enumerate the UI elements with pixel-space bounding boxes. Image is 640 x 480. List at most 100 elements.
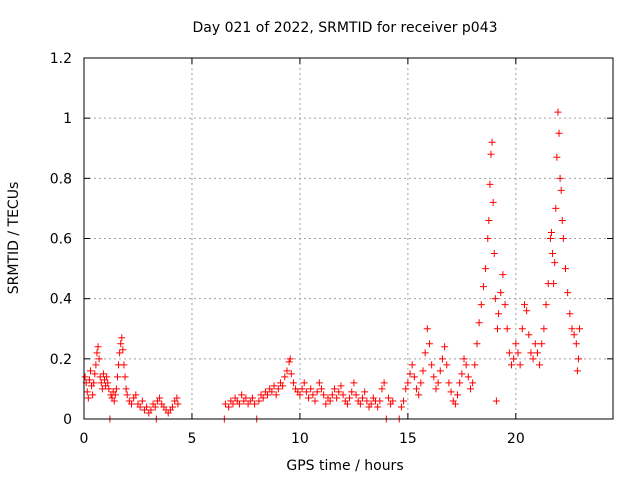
data-point bbox=[445, 379, 453, 387]
data-point bbox=[315, 379, 323, 387]
data-point bbox=[454, 391, 462, 399]
y-axis-label: SRMTID / TECUs bbox=[6, 182, 22, 295]
data-point bbox=[376, 397, 384, 405]
data-point bbox=[527, 349, 535, 357]
data-point bbox=[495, 310, 503, 318]
data-point bbox=[248, 394, 256, 402]
data-point bbox=[138, 397, 146, 405]
y-tick-label: 0.2 bbox=[50, 352, 72, 368]
data-point bbox=[111, 391, 119, 399]
data-point bbox=[491, 295, 499, 303]
data-point bbox=[229, 400, 237, 408]
data-point bbox=[531, 340, 539, 348]
data-point bbox=[576, 325, 584, 333]
data-point bbox=[434, 379, 442, 387]
data-point bbox=[384, 394, 392, 402]
data-point bbox=[238, 391, 246, 399]
x-axis-label: GPS time / hours bbox=[286, 458, 403, 474]
data-point bbox=[438, 355, 446, 363]
data-point bbox=[122, 385, 130, 393]
data-point bbox=[359, 394, 367, 402]
data-point bbox=[128, 400, 136, 408]
y-tick-label: 0.8 bbox=[50, 171, 72, 187]
data-point bbox=[550, 280, 558, 288]
data-point bbox=[326, 397, 334, 405]
data-point bbox=[259, 394, 267, 402]
data-point bbox=[367, 400, 375, 408]
data-point bbox=[103, 373, 111, 381]
data-point bbox=[274, 385, 282, 393]
data-point bbox=[380, 379, 388, 387]
data-point bbox=[333, 394, 341, 402]
data-point bbox=[307, 385, 315, 393]
data-point bbox=[339, 391, 347, 399]
data-point bbox=[520, 301, 528, 309]
data-point bbox=[287, 370, 295, 378]
data-point bbox=[482, 265, 490, 273]
data-point bbox=[94, 343, 102, 351]
data-point bbox=[97, 379, 105, 387]
data-point bbox=[413, 385, 421, 393]
data-point bbox=[221, 400, 229, 408]
y-tick-label: 0.4 bbox=[50, 292, 72, 308]
data-point bbox=[173, 394, 181, 402]
data-point bbox=[89, 391, 97, 399]
data-point bbox=[425, 340, 433, 348]
data-point bbox=[311, 397, 319, 405]
data-point bbox=[117, 340, 125, 348]
data-point bbox=[356, 400, 364, 408]
data-point bbox=[547, 228, 555, 236]
data-point bbox=[512, 340, 520, 348]
data-point bbox=[518, 325, 526, 333]
data-point bbox=[374, 403, 382, 411]
data-point bbox=[456, 379, 464, 387]
data-point bbox=[462, 361, 470, 369]
data-point bbox=[242, 394, 250, 402]
data-point bbox=[503, 325, 511, 333]
data-point bbox=[116, 349, 124, 357]
data-point bbox=[487, 150, 495, 158]
data-point bbox=[156, 394, 164, 402]
data-point bbox=[123, 391, 131, 399]
data-point bbox=[136, 403, 144, 411]
data-point bbox=[151, 403, 159, 411]
data-point bbox=[568, 325, 576, 333]
data-point bbox=[120, 361, 128, 369]
data-point bbox=[143, 403, 151, 411]
data-point bbox=[92, 361, 100, 369]
data-point bbox=[119, 346, 127, 354]
data-point bbox=[493, 325, 501, 333]
x-tick-label: 5 bbox=[187, 431, 196, 447]
axis-ticks bbox=[83, 57, 613, 420]
data-point bbox=[464, 373, 472, 381]
y-tick-label: 1 bbox=[63, 111, 72, 127]
grid bbox=[84, 58, 613, 419]
data-point bbox=[309, 391, 317, 399]
data-point bbox=[415, 391, 423, 399]
data-point bbox=[441, 343, 449, 351]
data-point bbox=[488, 138, 496, 146]
data-point bbox=[542, 301, 550, 309]
data-point bbox=[489, 198, 497, 206]
y-tick-label: 1.2 bbox=[50, 51, 72, 67]
data-point bbox=[90, 379, 98, 387]
tick-labels: 0 0.2 0.4 0.6 0.8 1 1.2 0 5 10 15 20 bbox=[50, 51, 525, 447]
chart-title: Day 021 of 2022, SRMTID for receiver p04… bbox=[192, 20, 497, 36]
data-point bbox=[397, 403, 405, 411]
data-point bbox=[432, 385, 440, 393]
data-point bbox=[289, 379, 297, 387]
data-point bbox=[225, 403, 233, 411]
data-point bbox=[570, 331, 578, 339]
data-point bbox=[98, 385, 106, 393]
data-point bbox=[533, 349, 541, 357]
data-point bbox=[557, 186, 565, 194]
data-point bbox=[492, 397, 500, 405]
data-point bbox=[510, 355, 518, 363]
x-tick-label: 15 bbox=[399, 431, 417, 447]
data-point bbox=[485, 216, 493, 224]
x-tick-label: 10 bbox=[291, 431, 309, 447]
data-point bbox=[430, 373, 438, 381]
x-tick-label: 20 bbox=[507, 431, 525, 447]
data-point bbox=[298, 385, 306, 393]
